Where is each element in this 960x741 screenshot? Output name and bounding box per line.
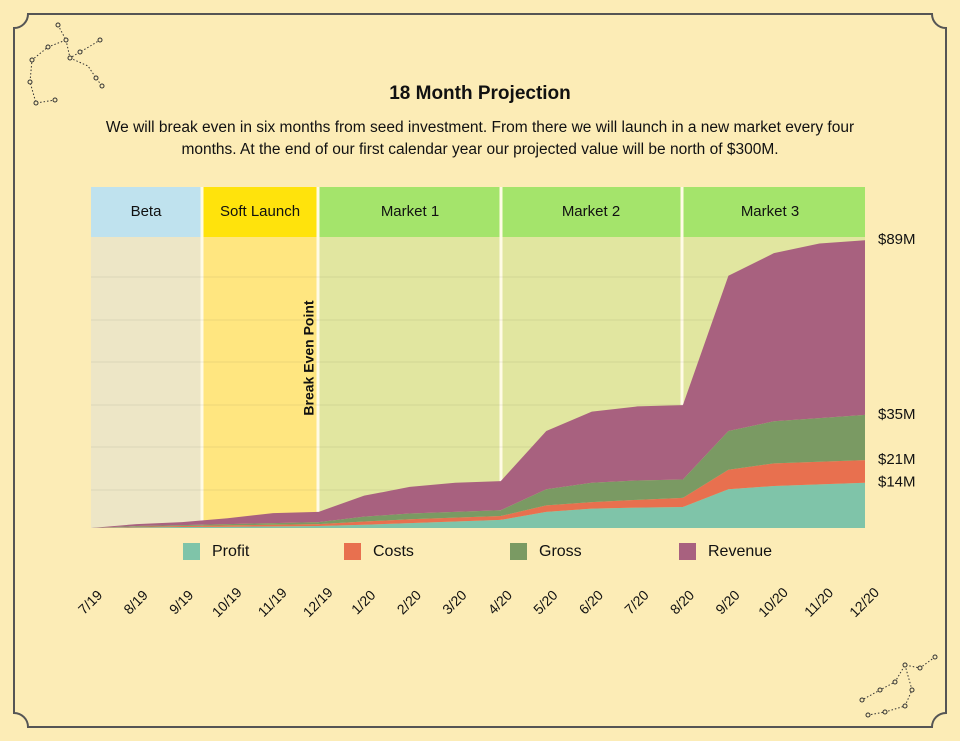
legend-swatch — [510, 543, 527, 560]
areas — [91, 240, 865, 528]
x-tick-label: 11/19 — [255, 584, 291, 620]
subtitle: We will break even in six months from se… — [105, 119, 855, 158]
phase-label: Market 1 — [381, 203, 439, 220]
legend-swatch — [679, 543, 696, 560]
x-tick-label: 3/20 — [439, 587, 470, 618]
x-tick-label: 12/19 — [300, 584, 336, 620]
phase-label: Soft Launch — [220, 203, 300, 220]
area — [91, 460, 865, 528]
x-tick-label: 7/20 — [621, 587, 652, 618]
y-tick-label: $14M — [878, 474, 916, 491]
legend-label: Revenue — [708, 543, 772, 560]
x-tick-label: 11/20 — [801, 584, 837, 620]
x-tick-label: 9/20 — [712, 587, 743, 618]
frame — [13, 13, 947, 728]
legend-swatch — [183, 543, 200, 560]
phase-header — [202, 187, 318, 237]
phase-label: Market 3 — [741, 203, 799, 220]
legend-label: Profit — [212, 543, 250, 560]
x-tick-label: 4/20 — [485, 587, 516, 618]
x-tick-label: 8/20 — [667, 587, 698, 618]
phase-body — [91, 237, 202, 528]
x-tick-label: 9/19 — [166, 587, 197, 618]
x-tick-label: 10/19 — [209, 584, 245, 620]
area — [91, 240, 865, 528]
legend-swatch — [344, 543, 361, 560]
legend-label: Gross — [539, 543, 582, 560]
phase-label: Beta — [131, 203, 163, 220]
x-tick-label: 1/20 — [348, 587, 379, 618]
annotation: Break Even Point — [301, 300, 317, 415]
phase-header — [91, 187, 202, 237]
y-tick-label: $21M — [878, 451, 916, 468]
area — [91, 414, 865, 528]
area — [91, 482, 865, 528]
x-tick-label: 5/20 — [530, 587, 561, 618]
x-tick-label: 7/19 — [75, 587, 106, 618]
phase-header — [318, 187, 865, 237]
legend-label: Costs — [373, 543, 414, 560]
x-tick-label: 2/20 — [393, 587, 424, 618]
x-tick-label: 10/20 — [755, 584, 791, 620]
y-tick-label: $35M — [878, 406, 916, 423]
x-tick-label: 12/20 — [846, 584, 882, 620]
y-tick-label: $89M — [878, 231, 916, 248]
phase-body — [202, 237, 318, 528]
constellation-stars — [27, 22, 938, 718]
x-tick-label: 6/20 — [576, 587, 607, 618]
phase-label: Market 2 — [562, 203, 620, 220]
x-tick-label: 8/19 — [120, 587, 151, 618]
title: 18 Month Projection — [389, 83, 571, 104]
